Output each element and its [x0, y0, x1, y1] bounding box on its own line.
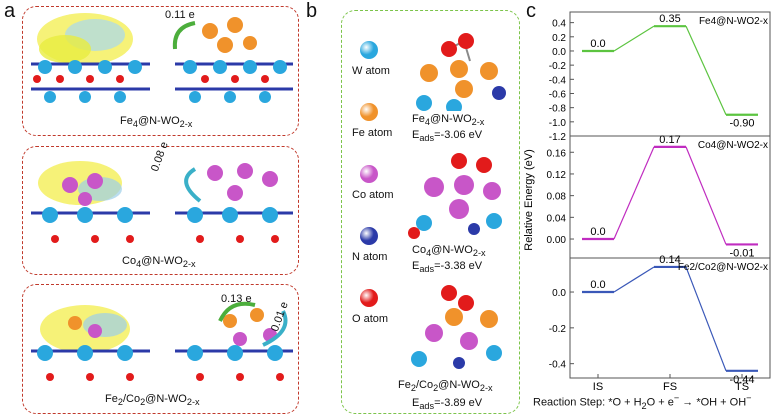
y-tick-label: -0.8 — [549, 104, 567, 115]
fe2co2-o-adsorption-structure — [411, 285, 502, 369]
panel-b-box: W atom Fe atom Co atom N atom O atom Fe4@N-W… — [341, 10, 520, 414]
energy-value-label: 0.0 — [590, 38, 605, 50]
x-tick-label: TS — [735, 381, 749, 393]
energy-value-label: 0.0 — [590, 279, 605, 291]
chart-frame — [569, 257, 771, 379]
b-fe4-caption: Fe4@N-WO2-x — [412, 113, 485, 128]
y-tick-label: -1.0 — [549, 118, 567, 129]
energy-connector — [685, 25, 727, 115]
panel-a-co4-box: 0.08 e Co4@N-WO2-x — [22, 140, 299, 275]
panel-a-label: a — [4, 0, 16, 22]
legend-swatch-w-atom — [360, 41, 378, 59]
energy-value-label: -0.01 — [729, 247, 754, 259]
energy-value-label: -0.44 — [729, 374, 754, 386]
fe4-charge-density-illustration — [31, 13, 293, 103]
y-tick-label: 0.04 — [547, 213, 567, 224]
b-fe2co2-caption: Fe2/Co2@N-WO2-x — [398, 379, 493, 394]
fe4-caption: Fe4@N-WO2-x — [120, 115, 193, 130]
panel-c-label: c — [526, 0, 536, 22]
energy-connector — [685, 146, 727, 245]
energy-connector — [613, 25, 655, 52]
energy-connector — [685, 266, 727, 372]
y-tick-label: -0.6 — [549, 89, 567, 100]
energy-series-title: Fe4@N-WO2-x — [699, 16, 768, 27]
y-tick-label: 0.0 — [552, 288, 566, 299]
y-tick-label: -0.4 — [549, 75, 567, 86]
y-tick-label: 0.0 — [552, 47, 566, 58]
b-co4-caption: Co4@N-WO2-x — [412, 244, 486, 259]
b-co4-eads: Eads=-3.38 eV — [412, 260, 483, 275]
energy-connector — [613, 146, 655, 240]
fe4-o-adsorption-structure — [416, 33, 506, 111]
fe2co2-charge-density-illustration — [31, 301, 293, 381]
y-tick-label: 0.12 — [547, 170, 567, 181]
energy-value-label: 0.35 — [659, 13, 680, 25]
y-tick-label: -0.2 — [549, 324, 567, 335]
co4-o-adsorption-structure — [408, 153, 502, 239]
b-fe4-eads: Eads=-3.06 eV — [412, 129, 483, 144]
energy-connector — [613, 266, 655, 293]
b-fe2co2-eads: Eads=-3.89 eV — [412, 397, 483, 412]
energy-profile-chart: Relative Energy (eV) 0.4 0.2 0.0 -0.2 -0.4 -0.… — [523, 11, 771, 393]
legend-swatch-n-atom — [360, 227, 378, 245]
fe2co2-charge-transfer-fe: 0.13 e — [221, 293, 252, 305]
panel-a-fe4-box: 0.11 e Fe4@N-WO2-x — [22, 6, 299, 136]
y-axis-label: Relative Energy (eV) — [523, 149, 535, 251]
energy-series-title: Fe2/Co2@N-WO2-x — [678, 262, 768, 273]
legend-label: N atom — [352, 251, 388, 263]
energy-value-label: 0.17 — [659, 134, 680, 146]
co4-caption: Co4@N-WO2-x — [122, 255, 196, 270]
legend-label: Co atom — [352, 189, 394, 201]
y-tick-label: 0.08 — [547, 192, 567, 203]
legend-swatch-co-atom — [360, 165, 378, 183]
y-tick-label: -0.2 — [549, 61, 567, 72]
y-tick-label: 0.00 — [547, 235, 567, 246]
fe4-charge-transfer: 0.11 e — [165, 9, 195, 21]
energy-value-label: 0.0 — [590, 226, 605, 238]
y-tick-label: 0.4 — [552, 19, 566, 30]
legend-label: W atom — [352, 65, 390, 77]
legend-swatch-o-atom — [360, 289, 378, 307]
y-tick-label: 0.2 — [552, 33, 566, 44]
y-tick-label: 0.16 — [547, 148, 567, 159]
x-tick-label: FS — [663, 381, 677, 393]
x-axis-label: Reaction Step: *O + H2O + e− → *OH + OH− — [533, 393, 752, 411]
fe2co2-caption: Fe2/Co2@N-WO2-x — [105, 393, 200, 408]
energy-value-label: -0.90 — [729, 118, 754, 130]
legend-swatch-fe-atom — [360, 103, 378, 121]
panel-a-fe2co2-box: 0.13 e 0.01 e Fe2/Co2@N-WO2-x — [22, 284, 299, 414]
y-tick-label: -1.2 — [549, 132, 567, 143]
x-tick-label: IS — [593, 381, 603, 393]
energy-value-label: 0.14 — [659, 254, 680, 266]
legend-label: O atom — [352, 313, 389, 325]
co4-charge-density-illustration — [31, 161, 293, 243]
panel-b-label: b — [306, 0, 318, 22]
legend-label: Fe atom — [352, 127, 393, 139]
y-tick-label: -0.4 — [549, 360, 567, 371]
energy-series-title: Co4@N-WO2-x — [698, 140, 768, 151]
